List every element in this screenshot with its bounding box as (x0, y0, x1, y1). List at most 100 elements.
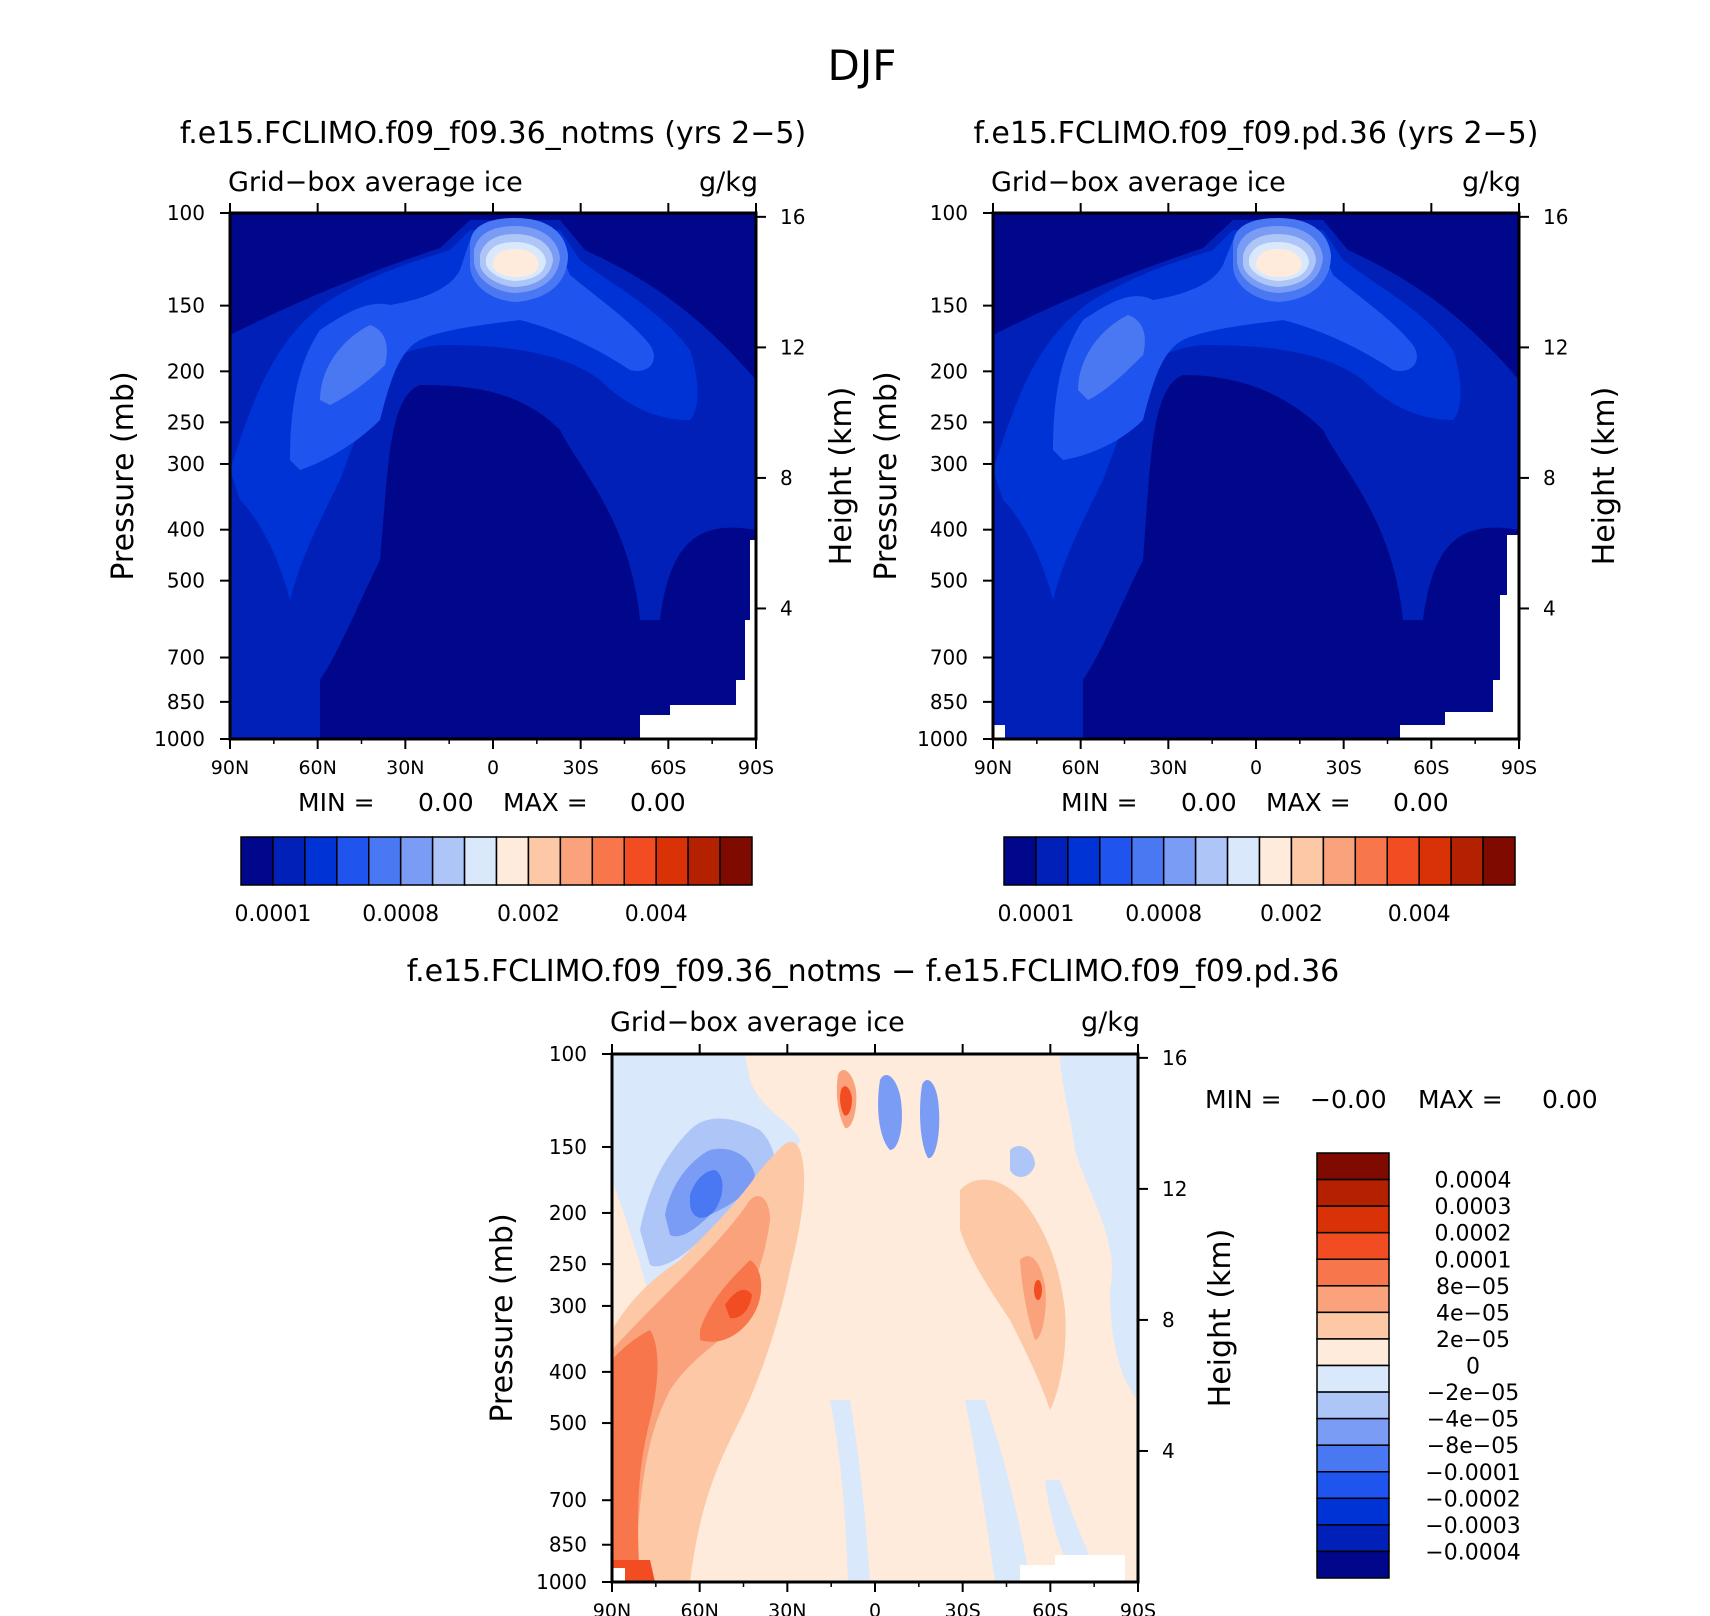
diff-contour (878, 1075, 902, 1150)
missing-data-region (1020, 1555, 1125, 1582)
min-label: MIN = (298, 788, 375, 817)
y-tick-label: 250 (549, 1252, 587, 1276)
ice-contour (1409, 579, 1427, 611)
ice-contour (493, 249, 539, 277)
colorbar: 0.0001 0.0008 0.002 0.004 (997, 836, 1516, 927)
y-tick-label: 500 (930, 569, 968, 593)
axes: 90N 60N 30N 0 30S 60S 90S 100 150 200 250 300 400 500… (154, 201, 805, 779)
min-value: 0.00 (418, 788, 474, 817)
colorbar-label: 0.004 (1388, 902, 1451, 927)
diff-contour (1034, 1280, 1042, 1300)
y-axis-right-label: Height (km) (824, 387, 859, 566)
colorbar-box (1316, 1497, 1390, 1526)
max-value: 0.00 (630, 788, 686, 817)
y-tick-label: 1000 (154, 727, 205, 751)
ice-contour (290, 240, 654, 470)
colorbar-box (1162, 836, 1197, 886)
y-axis-label: Pressure (mb) (106, 371, 141, 580)
colorbar-label: 2e−05 (1436, 1328, 1510, 1353)
axes: 90N 60N 30N 0 30S 60S 90S 100 150 200 250 300 400 500… (536, 1042, 1187, 1616)
field-plot-area (612, 1054, 1138, 1582)
colorbar-label: −4e−05 (1427, 1408, 1519, 1433)
colorbar-label: 8e−05 (1436, 1275, 1510, 1300)
x-tick-label: 60S (1413, 757, 1449, 779)
y-tick-label: 1000 (917, 727, 968, 751)
colorbar-box (1316, 1205, 1390, 1234)
diff-contour (920, 1080, 940, 1159)
x-tick-label: 90N (974, 757, 1012, 779)
y-right-tick-label: 16 (1543, 205, 1568, 229)
colorbar-box (1194, 836, 1229, 886)
y-tick-label: 850 (930, 690, 968, 714)
y-right-tick-label: 12 (1162, 1177, 1187, 1201)
y-tick-label: 700 (549, 1488, 587, 1512)
y-tick-label: 200 (549, 1201, 587, 1225)
y-tick-label: 100 (549, 1042, 587, 1066)
page-title: DJF (828, 41, 897, 90)
diff-contour (830, 1400, 870, 1582)
x-tick-label: 30S (563, 757, 599, 779)
colorbar-box (1316, 1417, 1390, 1446)
min-label: MIN = (1061, 788, 1138, 817)
colorbar-box (559, 836, 594, 886)
x-tick-label: 30S (1326, 757, 1362, 779)
diff-contour (1020, 1256, 1046, 1340)
colorbar-box (368, 836, 402, 886)
y-axis-right-label: Height (km) (1587, 387, 1622, 566)
x-tick-label: 90N (211, 757, 249, 779)
colorbar-box (1316, 1258, 1390, 1287)
diff-contour (690, 1170, 723, 1218)
colorbar-label: 0 (1466, 1355, 1480, 1380)
colorbar-box (272, 836, 306, 886)
y-tick-label: 400 (930, 518, 968, 542)
units-label: g/kg (1081, 1007, 1140, 1038)
y-axis-label: Pressure (mb) (485, 1213, 520, 1422)
panel-title: f.e15.FCLIMO.f09_f09.36_notms − f.e15.FC… (407, 954, 1340, 989)
colorbar-box (623, 836, 657, 886)
y-right-tick-label: 4 (1543, 596, 1556, 620)
axes: 90N 60N 30N 0 30S 60S 90S 100 150 200 250 300 400 500… (917, 201, 1568, 779)
x-tick-label: 30N (386, 757, 424, 779)
min-label: MIN = (1205, 1085, 1282, 1114)
y-right-tick-label: 16 (780, 205, 805, 229)
y-tick-label: 850 (167, 690, 205, 714)
variable-label: Grid−box average ice (610, 1007, 905, 1038)
x-tick-label: 0 (869, 1600, 881, 1616)
colorbar-box (399, 836, 434, 886)
colorbar-box (1226, 836, 1261, 886)
x-tick-label: 90S (738, 757, 774, 779)
diff-contour (840, 1086, 852, 1116)
diff-contour (965, 1400, 1030, 1582)
x-tick-label: 90N (593, 1600, 631, 1616)
x-tick-label: 60N (298, 757, 336, 779)
y-tick-label: 850 (549, 1533, 587, 1557)
colorbar-box (240, 836, 274, 886)
ice-contour (1256, 249, 1302, 277)
missing-data-region (640, 540, 756, 739)
colorbar-box (527, 836, 562, 886)
colorbar-box (1316, 1550, 1390, 1579)
colorbar-box (431, 836, 466, 886)
y-right-tick-label: 12 (1543, 335, 1568, 359)
diff-contour (612, 1330, 658, 1582)
colorbar-box (1035, 836, 1069, 886)
colorbar-label: −0.0002 (1425, 1487, 1520, 1512)
missing-data-region (1400, 535, 1519, 739)
colorbar-box (1418, 836, 1452, 886)
colorbar-box (1354, 836, 1388, 886)
colorbar-label: 0.002 (1260, 902, 1323, 927)
diff-contour (1060, 1054, 1138, 1400)
y-tick-label: 400 (167, 518, 205, 542)
y-tick-label: 500 (167, 569, 205, 593)
min-value: −0.00 (1310, 1085, 1387, 1114)
y-tick-label: 700 (167, 646, 205, 670)
ice-contour (1078, 315, 1145, 400)
colorbar-label: 0.0004 (1435, 1169, 1512, 1194)
colorbar-label: 0.0001 (997, 902, 1074, 927)
colorbar-label: 0.002 (497, 902, 560, 927)
colorbar-label: 4e−05 (1436, 1301, 1510, 1326)
y-tick-label: 1000 (536, 1570, 587, 1594)
colorbar-box (1316, 1524, 1390, 1553)
colorbar-label: 0.0001 (234, 902, 311, 927)
